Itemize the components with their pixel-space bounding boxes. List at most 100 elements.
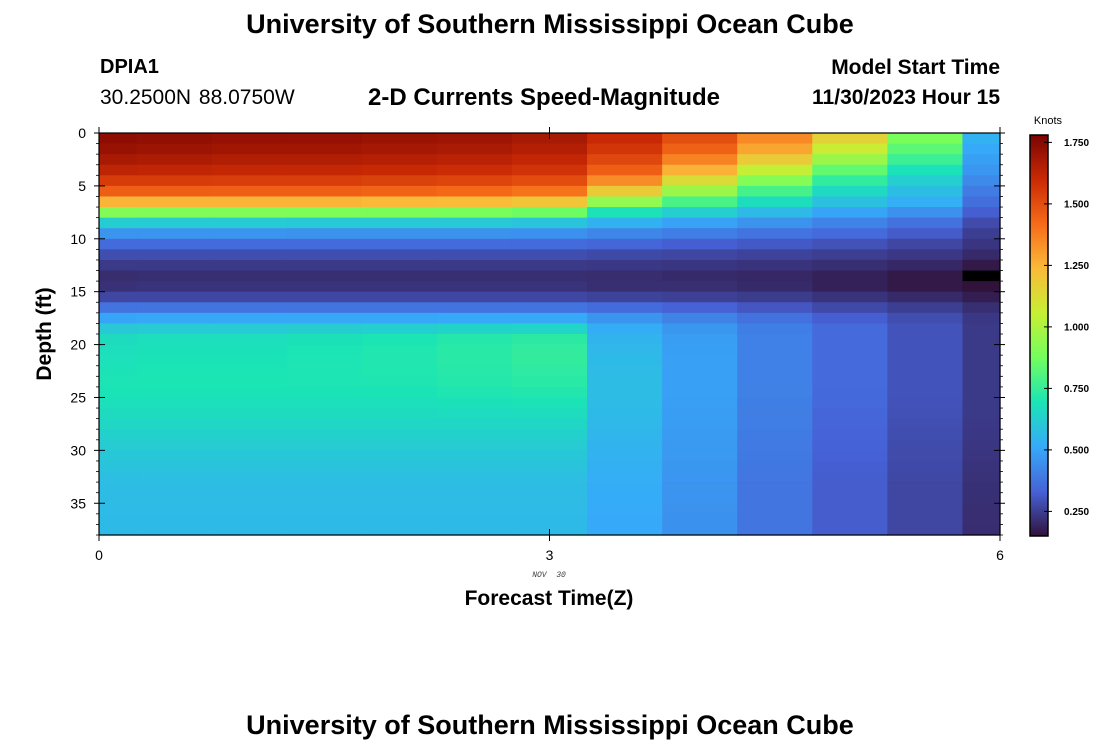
heatmap-cell (737, 164, 813, 176)
heatmap-cell (887, 164, 964, 176)
heatmap-cell (136, 429, 213, 441)
heatmap-cell (662, 312, 738, 325)
heatmap-cell (662, 376, 738, 388)
heatmap-cell (511, 143, 588, 155)
heatmap-cell (436, 418, 513, 430)
heatmap-cell (962, 365, 1001, 377)
heatmap-cell (737, 492, 813, 504)
heatmap-cell (361, 238, 438, 250)
heatmap-cell (662, 439, 738, 451)
heatmap-cell (211, 259, 288, 272)
heatmap-cell (211, 238, 288, 250)
heatmap-cell (962, 133, 1001, 145)
heatmap-cell (887, 323, 964, 335)
heatmap-cell (136, 302, 213, 314)
heatmap-cell (887, 143, 964, 155)
heatmap-cell (511, 408, 588, 420)
heatmap-cell (887, 185, 964, 198)
heatmap-cell (211, 524, 288, 536)
heatmap-cell (361, 334, 438, 346)
heatmap-cell (136, 207, 213, 219)
heatmap-cell (361, 228, 438, 240)
heatmap-cell (99, 429, 138, 441)
heatmap-cell (99, 513, 138, 526)
heatmap-cell (887, 344, 964, 356)
heatmap-cell (136, 196, 213, 208)
heatmap-cell (587, 207, 663, 219)
heatmap-cell (99, 207, 138, 219)
heatmap-cell (136, 344, 213, 356)
heatmap-cell (662, 323, 738, 335)
heatmap-cell (812, 228, 888, 240)
heatmap-cell (511, 460, 588, 473)
heatmap-cell (737, 143, 813, 155)
heatmap-cell (662, 196, 738, 208)
heatmap-cell (136, 482, 213, 494)
heatmap-cell (361, 164, 438, 176)
heatmap-cell (587, 439, 663, 451)
heatmap-cell (587, 238, 663, 250)
heatmap-cell (286, 228, 363, 240)
heatmap-cell (662, 175, 738, 187)
heatmap-cell (136, 164, 213, 176)
heatmap-cell (737, 376, 813, 388)
heatmap-cell (962, 249, 1001, 261)
heatmap-cell (286, 460, 363, 473)
x-tick-label: 3 (546, 547, 554, 563)
heatmap-cell (737, 238, 813, 250)
heatmap-cell (887, 249, 964, 261)
heatmap-cell (887, 291, 964, 303)
heatmap-cell (587, 513, 663, 526)
heatmap-cell (662, 397, 738, 409)
heatmap-cell (587, 323, 663, 335)
heatmap-cell (361, 302, 438, 314)
heatmap-cell (887, 492, 964, 504)
heatmap-cell (887, 228, 964, 240)
heatmap-cell (361, 270, 438, 282)
heatmap-cell (812, 482, 888, 494)
heatmap-cell (361, 217, 438, 229)
heatmap-cell (812, 133, 888, 145)
heatmap-cell (436, 386, 513, 399)
heatmap-cell (99, 270, 138, 282)
heatmap-cell (812, 344, 888, 356)
heatmap-cell (887, 238, 964, 250)
heatmap-cell (737, 281, 813, 293)
heatmap-cell (361, 439, 438, 451)
heatmap-cell (511, 503, 588, 515)
heatmap-cell (511, 238, 588, 250)
heatmap-cell (136, 238, 213, 250)
heatmap-cell (436, 334, 513, 346)
heatmap-cell (361, 397, 438, 409)
heatmap-cell (211, 408, 288, 420)
heatmap-cell (587, 291, 663, 303)
colorbar-tick-label: 1.250 (1064, 261, 1089, 272)
heatmap-cell (99, 460, 138, 473)
heatmap-cell (136, 217, 213, 229)
heatmap-cell (286, 450, 363, 462)
heatmap-cell (286, 196, 363, 208)
heatmap-cell (361, 460, 438, 473)
heatmap-cell (962, 492, 1001, 504)
heatmap-cell (99, 365, 138, 377)
heatmap-cell (511, 259, 588, 272)
heatmap-cell (99, 492, 138, 504)
heatmap-cell (436, 302, 513, 314)
heatmap-cell (436, 185, 513, 198)
heatmap-cell (211, 513, 288, 526)
heatmap-cell (962, 228, 1001, 240)
heatmap-cell (812, 291, 888, 303)
heatmap-cell (587, 376, 663, 388)
heatmap-cell (887, 365, 964, 377)
heatmap-cell (812, 397, 888, 409)
heatmap-cell (812, 450, 888, 462)
heatmap-cell (99, 334, 138, 346)
heatmap-cell (587, 408, 663, 420)
heatmap-cell (587, 460, 663, 473)
heatmap-cell (737, 323, 813, 335)
heatmap-cell (812, 503, 888, 515)
heatmap-cell (286, 513, 363, 526)
heatmap-cell (361, 482, 438, 494)
heatmap-cell (511, 196, 588, 208)
heatmap-cell (436, 471, 513, 483)
